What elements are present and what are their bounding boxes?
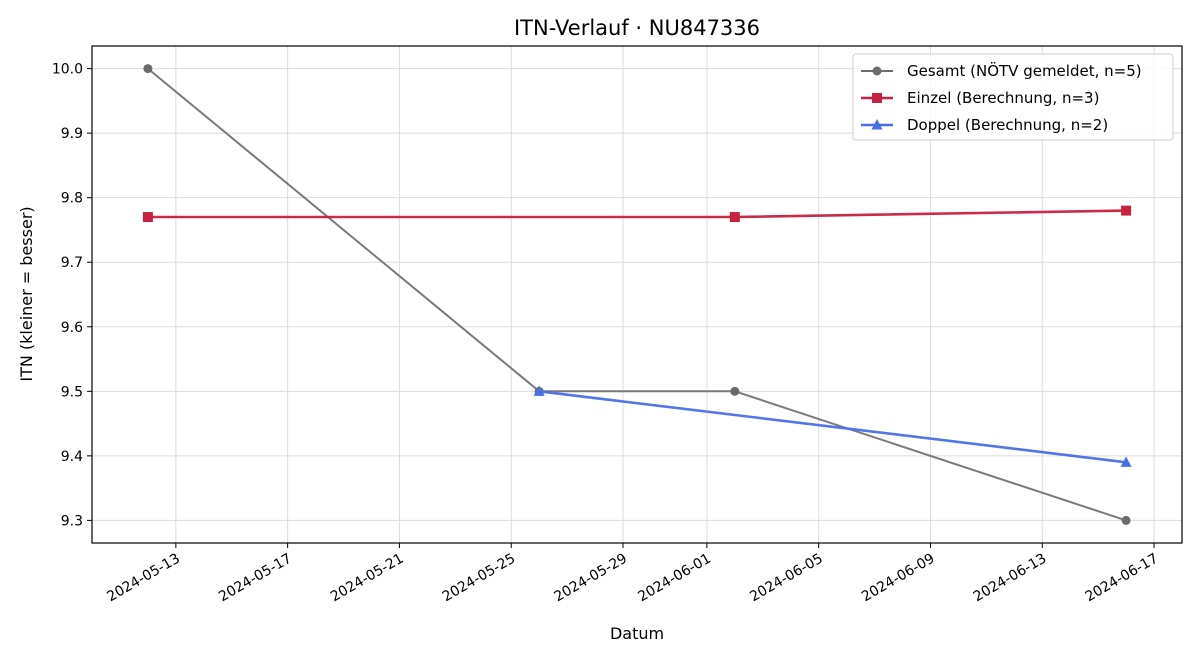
x-tick-label: 2024-06-01 xyxy=(635,551,713,606)
x-tick-label: 2024-06-13 xyxy=(971,551,1049,606)
x-tick-label: 2024-05-13 xyxy=(104,551,182,606)
y-tick-label: 9.4 xyxy=(61,449,83,465)
plot-frame xyxy=(91,45,1183,544)
series-line xyxy=(147,67,1127,522)
x-tick-label: 2024-06-17 xyxy=(1083,551,1161,606)
series-line xyxy=(147,209,1127,219)
y-tick-label: 9.3 xyxy=(61,513,83,529)
legend-label: Einzel (Berechnung, n=3) xyxy=(907,89,1099,107)
x-tick-label: 2024-05-21 xyxy=(328,551,406,606)
data-point xyxy=(730,386,740,396)
series-layer xyxy=(142,64,1132,525)
data-point xyxy=(533,385,545,396)
legend-marker xyxy=(871,119,883,130)
x-tick-label: 2024-05-25 xyxy=(440,551,518,606)
y-tick-label: 9.7 xyxy=(61,255,83,271)
legend-label: Doppel (Berechnung, n=2) xyxy=(907,116,1108,134)
x-tick-label: 2024-06-05 xyxy=(747,551,825,606)
y-tick-label: 10.0 xyxy=(52,62,83,78)
legend-box xyxy=(852,53,1174,141)
legend-marker xyxy=(872,66,882,76)
legend-marker xyxy=(872,93,882,103)
legend-item: Einzel (Berechnung, n=3) xyxy=(861,89,1099,107)
data-point xyxy=(1120,456,1132,467)
data-point xyxy=(1121,515,1131,525)
x-axis-label: Datum xyxy=(610,624,664,643)
x-tick-label: 2024-06-09 xyxy=(859,551,937,606)
data-point xyxy=(142,212,153,223)
legend: Gesamt (NÖTV gemeldet, n=5) Einzel (Berec… xyxy=(852,53,1174,141)
x-tick-label: 2024-05-29 xyxy=(552,551,630,606)
legend-item: Gesamt (NÖTV gemeldet, n=5) xyxy=(861,61,1142,80)
x-axis: 2024-05-13 2024-05-17 2024-05-21 2024-05-25… xyxy=(104,543,1161,605)
x-tick-label: 2024-05-17 xyxy=(216,551,294,606)
chart-title: ITN-Verlauf · NU847336 xyxy=(514,16,760,40)
legend-label: Gesamt (NÖTV gemeldet, n=5) xyxy=(907,61,1142,80)
data-point xyxy=(729,212,740,223)
data-point xyxy=(1121,205,1132,216)
series-doppel xyxy=(533,385,1132,467)
y-tick-label: 9.6 xyxy=(61,320,83,336)
y-tick-label: 9.9 xyxy=(61,126,83,142)
y-axis-label: ITN (kleiner = besser) xyxy=(17,206,36,381)
series-line xyxy=(539,390,1127,464)
y-tick-label: 9.5 xyxy=(61,384,83,400)
data-point xyxy=(143,64,153,74)
y-axis: 9.3 9.4 9.5 9.6 9.7 9.8 9.9 10.0 xyxy=(52,62,92,529)
legend-item: Doppel (Berechnung, n=2) xyxy=(861,116,1108,134)
series-einzel xyxy=(142,205,1132,223)
y-tick-label: 9.8 xyxy=(61,191,83,207)
